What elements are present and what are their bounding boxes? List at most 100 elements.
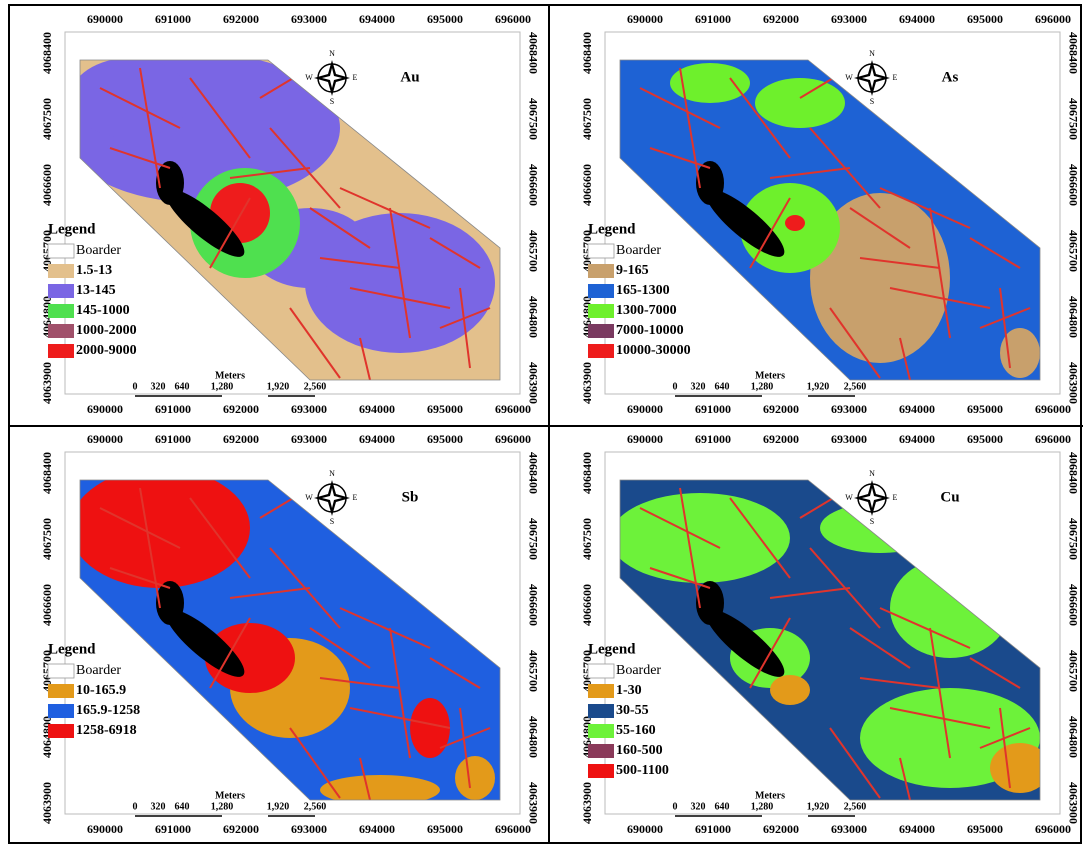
legend-label: 10-165.9 — [76, 683, 126, 698]
y-coordinate-label: 4065700 — [526, 650, 540, 692]
legend-swatch — [588, 664, 614, 678]
y-coordinate-label: 4067500 — [526, 98, 540, 140]
y-coordinate-label: 4063900 — [40, 782, 54, 824]
legend-swatch — [48, 704, 74, 718]
y-coordinate-label: 4063900 — [526, 782, 540, 824]
y-coordinate-label: 4068400 — [580, 452, 594, 494]
legend-label: Boarder — [76, 243, 121, 258]
y-coordinate-label: 4063900 — [526, 362, 540, 404]
legend-swatch — [588, 684, 614, 698]
scale-label: 320 — [691, 801, 706, 812]
y-coordinate-label: 4067500 — [526, 518, 540, 560]
y-coordinate-label: 4063900 — [1066, 362, 1080, 404]
legend-swatch — [48, 284, 74, 298]
y-coordinate-label: 4066600 — [526, 584, 540, 626]
scale-label: 0 — [133, 801, 138, 812]
x-coordinate-label: 692000 — [763, 432, 799, 446]
scale-label: 2,560 — [844, 801, 867, 812]
x-coordinate-label: 695000 — [967, 402, 1003, 416]
y-coordinate-label: 4065700 — [1066, 230, 1080, 272]
legend-swatch — [588, 304, 614, 318]
x-coordinate-label: 693000 — [291, 432, 327, 446]
y-coordinate-label: 4068400 — [40, 452, 54, 494]
legend-swatch — [588, 344, 614, 358]
y-coordinate-label: 4068400 — [526, 452, 540, 494]
compass-letter: N — [869, 469, 875, 478]
x-coordinate-label: 691000 — [695, 432, 731, 446]
x-coordinate-label: 693000 — [291, 402, 327, 416]
x-coordinate-label: 692000 — [223, 12, 259, 26]
y-coordinate-label: 4067500 — [40, 518, 54, 560]
y-coordinate-label: 4065700 — [526, 230, 540, 272]
legend-swatch — [48, 684, 74, 698]
compass-letter: N — [869, 49, 875, 58]
scale-unit: Meters — [755, 790, 785, 801]
legend-swatch — [48, 304, 74, 318]
compass-letter: S — [330, 97, 334, 106]
x-coordinate-label: 690000 — [87, 402, 123, 416]
scale-label: 640 — [175, 801, 190, 812]
scale-label: 2,560 — [304, 801, 327, 812]
legend-title: Legend — [588, 221, 636, 237]
x-coordinate-label: 695000 — [427, 822, 463, 836]
x-coordinate-label: 695000 — [967, 432, 1003, 446]
x-coordinate-label: 692000 — [763, 822, 799, 836]
legend-label: Boarder — [616, 243, 661, 258]
zone — [755, 78, 845, 128]
scale-label: 320 — [151, 381, 166, 392]
zone — [70, 58, 190, 138]
legend-label: 1300-7000 — [616, 303, 677, 318]
y-coordinate-label: 4068400 — [40, 32, 54, 74]
legend-title: Legend — [48, 221, 96, 237]
y-coordinate-label: 4066600 — [580, 584, 594, 626]
legend-label: 30-55 — [616, 703, 649, 718]
scale-label: 320 — [151, 801, 166, 812]
x-coordinate-label: 692000 — [763, 402, 799, 416]
legend-swatch — [588, 724, 614, 738]
figure: 6900006900006910006910006920006920006930… — [0, 0, 1083, 844]
x-coordinate-label: 694000 — [359, 822, 395, 836]
x-coordinate-label: 692000 — [223, 822, 259, 836]
y-coordinate-label: 4063900 — [1066, 782, 1080, 824]
map-title: Sb — [402, 489, 419, 505]
legend-swatch — [48, 264, 74, 278]
y-coordinate-label: 4068400 — [580, 32, 594, 74]
legend-swatch — [588, 764, 614, 778]
x-coordinate-label: 690000 — [87, 822, 123, 836]
scale-label: 640 — [715, 801, 730, 812]
legend-title: Legend — [588, 641, 636, 657]
legend-label: 10000-30000 — [616, 343, 691, 358]
legend-label: 13-145 — [76, 283, 116, 298]
x-coordinate-label: 695000 — [427, 432, 463, 446]
legend-swatch — [588, 244, 614, 258]
y-coordinate-label: 4068400 — [526, 32, 540, 74]
scale-label: 1,920 — [267, 801, 290, 812]
x-coordinate-label: 693000 — [831, 12, 867, 26]
y-coordinate-label: 4067500 — [580, 518, 594, 560]
x-coordinate-label: 690000 — [627, 402, 663, 416]
y-coordinate-label: 4066600 — [1066, 584, 1080, 626]
x-coordinate-label: 694000 — [359, 402, 395, 416]
legend-label: 1.5-13 — [76, 263, 112, 278]
x-coordinate-label: 694000 — [899, 402, 935, 416]
x-coordinate-label: 695000 — [427, 12, 463, 26]
map-title: Au — [400, 69, 419, 85]
y-coordinate-label: 4066600 — [40, 164, 54, 206]
y-coordinate-label: 4067500 — [1066, 98, 1080, 140]
legend-label: 145-1000 — [76, 303, 130, 318]
y-coordinate-label: 4063900 — [40, 362, 54, 404]
legend-swatch — [48, 724, 74, 738]
x-coordinate-label: 695000 — [967, 12, 1003, 26]
scale-label: 1,920 — [807, 801, 830, 812]
zone — [785, 215, 805, 231]
scale-label: 1,280 — [751, 801, 774, 812]
y-coordinate-label: 4064800 — [1066, 296, 1080, 338]
compass-letter: N — [329, 49, 335, 58]
y-coordinate-label: 4064800 — [526, 296, 540, 338]
y-coordinate-label: 4066600 — [40, 584, 54, 626]
scale-label: 640 — [175, 381, 190, 392]
legend-label: 7000-10000 — [616, 323, 684, 338]
x-coordinate-label: 692000 — [223, 432, 259, 446]
compass-letter: W — [305, 73, 313, 82]
y-coordinate-label: 4067500 — [1066, 518, 1080, 560]
